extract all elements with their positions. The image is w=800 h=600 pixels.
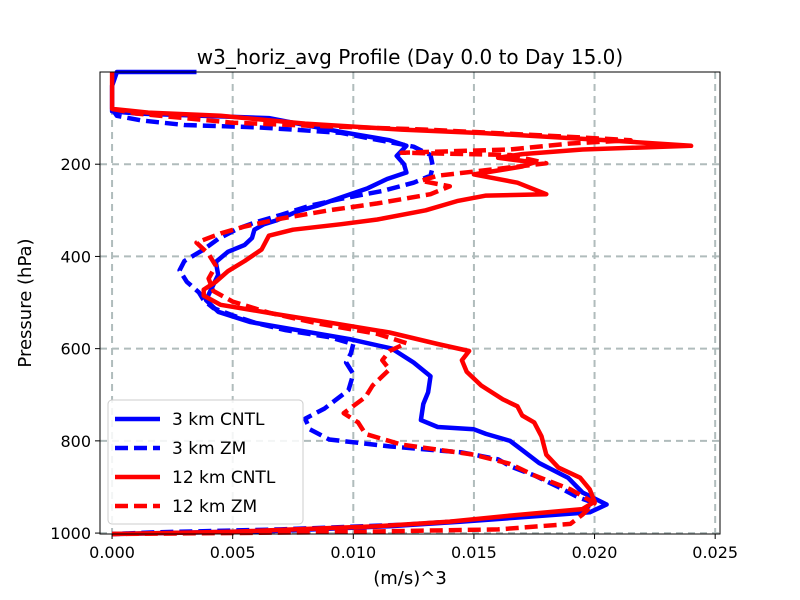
- legend-label-12-km-zm: 12 km ZM: [172, 497, 257, 517]
- x-axis-label: (m/s)^3: [373, 568, 447, 589]
- legend-box: [107, 399, 304, 525]
- legend-label-12-km-cntl: 12 km CNTL: [172, 468, 276, 488]
- series-line-12-km-zm: [111, 106, 633, 537]
- x-tick-label: 0.025: [692, 543, 738, 562]
- legend-entries: 3 km CNTL 3 km ZM 12 km CNTL 12 km ZM: [115, 410, 276, 517]
- axes-frame: [99, 71, 721, 535]
- y-axis-label: Pressure (hPa): [15, 238, 36, 367]
- legend: 3 km CNTL 3 km ZM 12 km CNTL 12 km ZM: [107, 399, 304, 525]
- x-tick-label: 0.000: [89, 543, 135, 562]
- x-tick-label: 0.020: [572, 543, 618, 562]
- y-tick-label: 1000: [50, 524, 91, 543]
- chart-title: w3_horiz_avg Profile (Day 0.0 to Day 15.…: [197, 45, 623, 69]
- x-tick-label: 0.005: [210, 543, 256, 562]
- series-line-12-km-cntl: [109, 72, 694, 537]
- x-tick-label: 0.010: [330, 543, 376, 562]
- y-tick-label: 800: [60, 432, 91, 451]
- x-tick-label: 0.015: [451, 543, 497, 562]
- legend-label-3-km-zm: 3 km ZM: [172, 439, 246, 459]
- y-tick-label: 200: [60, 155, 91, 174]
- y-tick-label: 600: [60, 340, 91, 359]
- y-tick-label: 400: [60, 247, 91, 266]
- legend-label-3-km-cntl: 3 km CNTL: [172, 410, 265, 430]
- y-axis-ticks: 200 400 600 800 1000: [50, 155, 100, 543]
- x-axis-ticks: 0.000 0.005 0.010 0.015 0.020 0.025: [89, 534, 738, 562]
- plot-series: [109, 69, 694, 537]
